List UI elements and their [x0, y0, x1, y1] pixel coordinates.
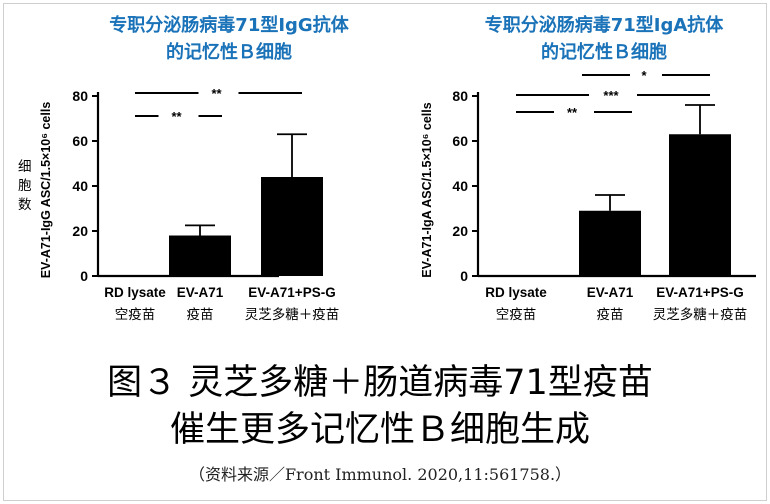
bar-2 — [169, 235, 231, 276]
significance-label: *** — [603, 88, 619, 103]
chart-title-line-2: 的记忆性Ｂ细胞 — [166, 41, 292, 63]
y-tick-label: 0 — [460, 268, 468, 284]
caption-line-1: 图３ 灵芝多糖＋肠道病毒71型疫苗 — [107, 363, 653, 403]
bar-3 — [261, 177, 323, 276]
category-label-cn-3: 灵芝多糖＋疫苗 — [245, 306, 340, 323]
category-label-cn-1: 空疫苗 — [115, 307, 156, 323]
side-label: 细 胞 数 — [18, 159, 32, 213]
category-label-cn-3: 灵芝多糖＋疫苗 — [653, 306, 748, 323]
side-label-char-2: 胞 — [18, 178, 32, 194]
bar-3 — [669, 134, 731, 276]
y-axis-label: EV-A71-IgG ASC/1.5×10⁶ cells — [39, 102, 53, 279]
category-label-cn-2: 疫苗 — [597, 307, 624, 323]
significance-label: ** — [171, 109, 182, 124]
caption-line-2: 催生更多记忆性Ｂ细胞生成 — [170, 410, 590, 450]
side-label-char-3: 数 — [18, 197, 32, 213]
category-label-cn-1: 空疫苗 — [496, 307, 537, 323]
chart-title-line-2: 的记忆性Ｂ细胞 — [541, 41, 667, 63]
y-tick-label: 0 — [80, 268, 88, 284]
figure-canvas: 专职分泌肠病毒71型IgG抗体的记忆性Ｂ细胞020406080EV-A71-Ig… — [18, 14, 756, 484]
bar-2 — [579, 210, 641, 276]
y-axis-label: EV-A71-IgA ASC/1.5×10⁶ cells — [420, 102, 434, 277]
category-label-3: EV-A71+PS-G — [248, 285, 335, 300]
category-label-3: EV-A71+PS-G — [656, 285, 743, 300]
category-label-2: EV-A71 — [177, 285, 224, 300]
source-citation: （资料来源／Front Immunol. 2020,11:561758.） — [189, 465, 571, 484]
significance-label: ** — [567, 105, 578, 120]
y-tick-label: 60 — [72, 133, 88, 149]
y-tick-label: 80 — [452, 88, 468, 104]
y-tick-label: 40 — [452, 178, 468, 194]
category-label-2: EV-A71 — [587, 285, 634, 300]
side-label-char-1: 细 — [18, 159, 32, 175]
significance-label: ** — [211, 86, 222, 101]
y-tick-label: 60 — [452, 133, 468, 149]
chart-title-line-1: 专职分泌肠病毒71型IgG抗体 — [109, 14, 349, 36]
chart-title-line-1: 专职分泌肠病毒71型IgA抗体 — [485, 14, 725, 36]
y-tick-label: 40 — [72, 178, 88, 194]
category-label-1: RD lysate — [485, 285, 547, 300]
y-tick-label: 80 — [72, 88, 88, 104]
y-tick-label: 20 — [452, 223, 468, 239]
category-label-cn-2: 疫苗 — [187, 307, 214, 323]
y-tick-label: 20 — [72, 223, 88, 239]
significance-label: * — [641, 68, 647, 83]
figure-frame: 专职分泌肠病毒71型IgG抗体 的记忆性Ｂ细胞 0 20 40 60 80 EV-A71-Ig… — [3, 3, 767, 501]
category-label-1: RD lysate — [104, 285, 166, 300]
